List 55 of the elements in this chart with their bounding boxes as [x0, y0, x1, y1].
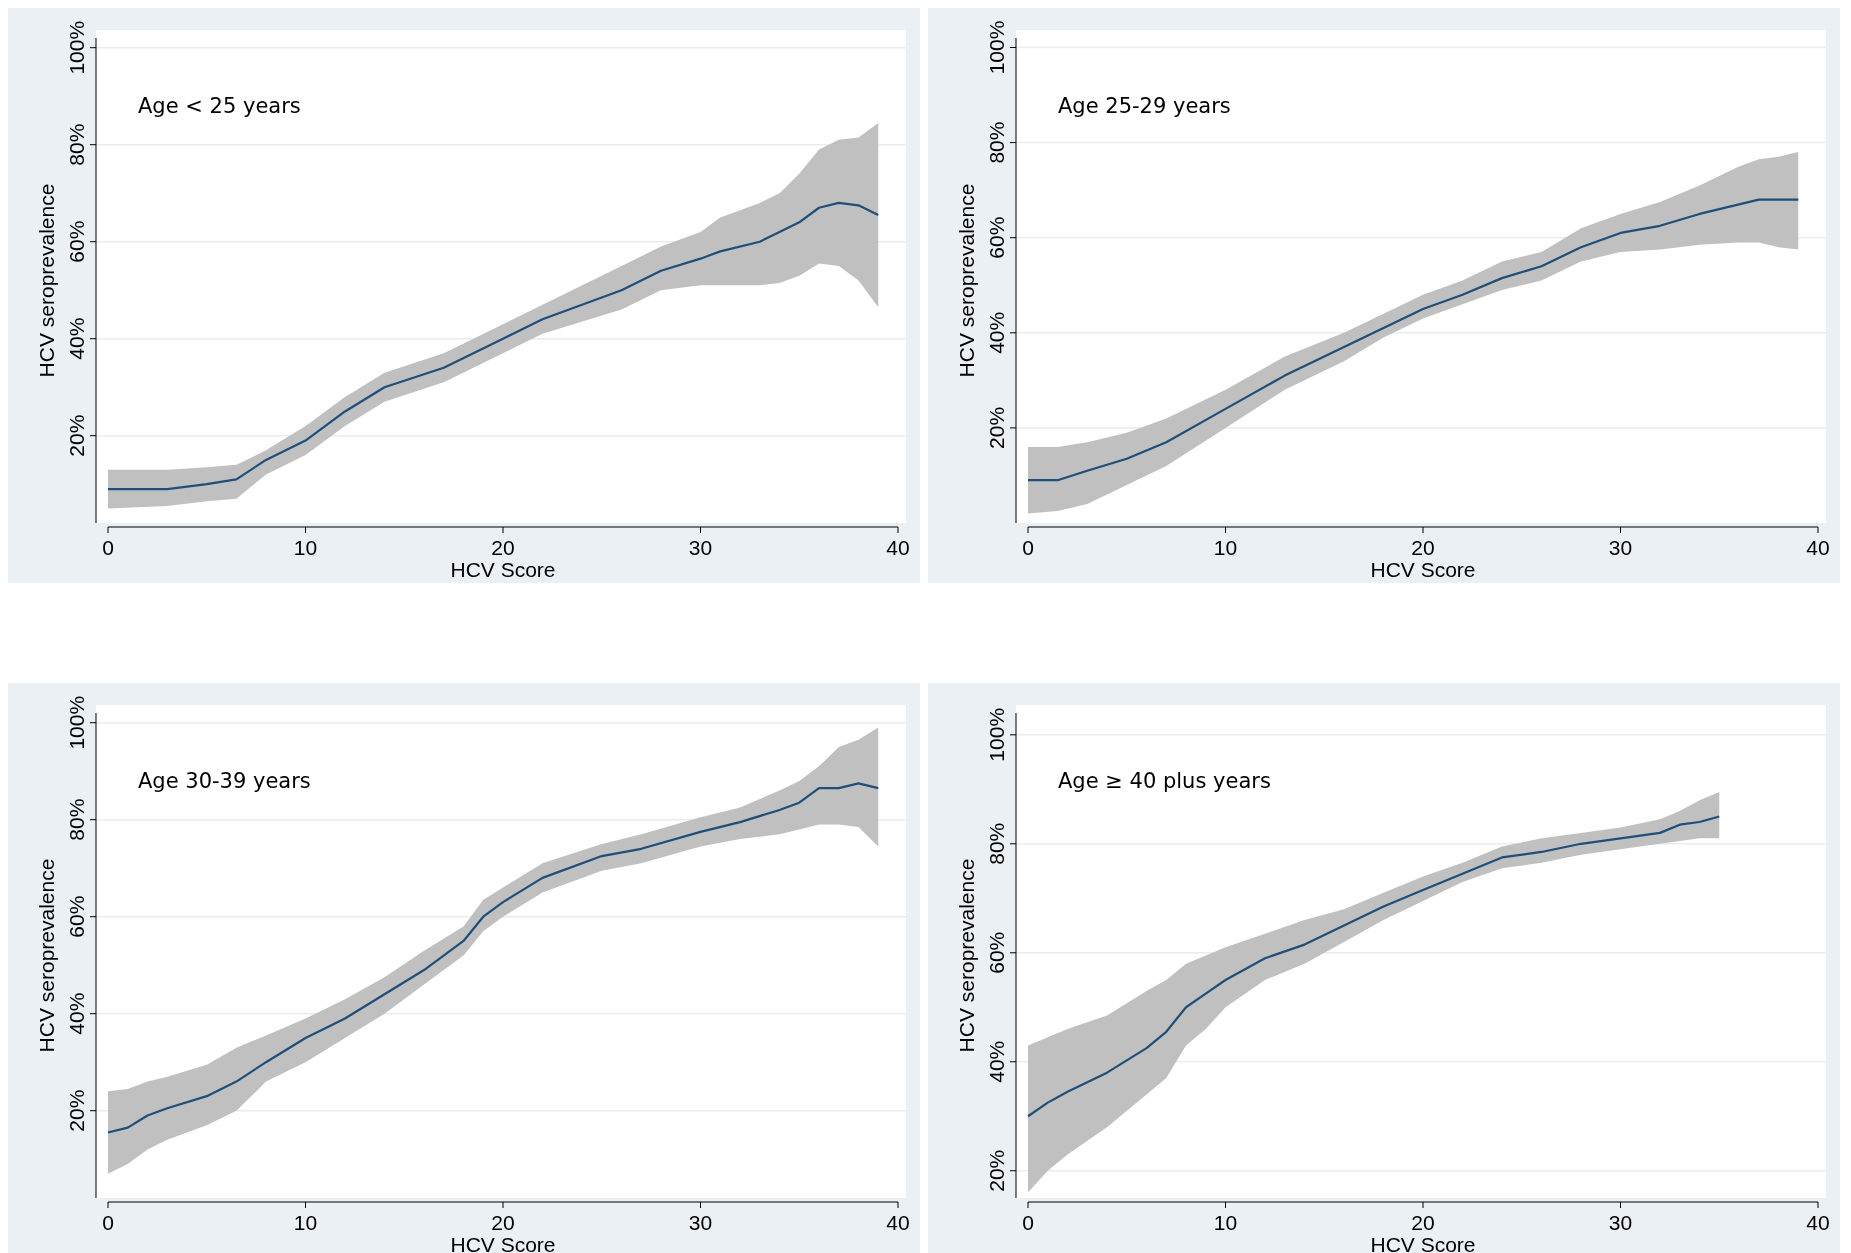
line-series — [1026, 815, 1721, 1118]
y-axis-title: HCV seroprevalence — [35, 183, 58, 378]
line-series — [106, 201, 880, 491]
x-tick-label: 10 — [1213, 536, 1238, 559]
x-tick-label: 0 — [1022, 1211, 1034, 1234]
x-axis-title: HCV Score — [450, 1233, 556, 1253]
y-tick-label: 20% — [985, 406, 1008, 449]
x-axis-title: HCV Score — [1370, 1233, 1476, 1253]
x-tick-label: 40 — [886, 1211, 910, 1234]
x-axis-title: HCV Score — [450, 558, 556, 581]
x-tick-label: 20 — [491, 536, 515, 559]
y-axis-title: HCV seroprevalence — [955, 858, 978, 1053]
y-tick-label: 60% — [65, 220, 88, 263]
annotation: Age 25-29 years — [1058, 94, 1231, 118]
y-tick-label: 20% — [65, 1089, 88, 1132]
y-tick-label: 80% — [65, 798, 88, 841]
annotation: Age ≥ 40 plus years — [1058, 769, 1271, 793]
y-tick-label: 40% — [65, 992, 88, 1035]
x-axis-title: HCV Score — [1370, 558, 1476, 581]
line-series — [1026, 198, 1800, 482]
x-tick-label: 30 — [688, 536, 713, 559]
y-tick-label: 60% — [65, 895, 88, 938]
x-tick-label: 0 — [102, 536, 114, 559]
x-tick-label: 0 — [102, 1211, 114, 1234]
x-tick-label: 20 — [1411, 536, 1435, 559]
annotation: Age < 25 years — [138, 94, 301, 118]
y-tick-label: 100% — [65, 20, 88, 75]
y-tick-label: 80% — [985, 121, 1008, 164]
y-axis-title: HCV seroprevalence — [955, 183, 978, 378]
y-tick-label: 20% — [985, 1149, 1008, 1192]
y-tick-label: 20% — [65, 414, 88, 457]
x-tick-label: 20 — [491, 1211, 515, 1234]
x-tick-label: 10 — [293, 536, 318, 559]
y-tick-label: 100% — [65, 695, 88, 750]
x-tick-label: 30 — [688, 1211, 713, 1234]
y-tick-label: 60% — [985, 216, 1008, 259]
y-tick-label: 100% — [985, 707, 1008, 762]
y-tick-label: 40% — [985, 311, 1008, 354]
x-tick-label: 10 — [293, 1211, 318, 1234]
x-tick-label: 0 — [1022, 536, 1034, 559]
x-tick-label: 30 — [1608, 536, 1633, 559]
y-tick-label: 80% — [985, 822, 1008, 865]
x-tick-label: 40 — [886, 536, 910, 559]
y-tick-label: 80% — [65, 123, 88, 166]
x-tick-label: 40 — [1806, 1211, 1830, 1234]
y-tick-label: 60% — [985, 931, 1008, 974]
x-tick-label: 10 — [1213, 1211, 1238, 1234]
x-tick-label: 30 — [1608, 1211, 1633, 1234]
x-tick-label: 20 — [1411, 1211, 1435, 1234]
y-tick-label: 40% — [985, 1040, 1008, 1083]
annotation: Age 30-39 years — [138, 769, 311, 793]
y-tick-label: 100% — [985, 20, 1008, 75]
x-tick-label: 40 — [1806, 536, 1830, 559]
y-axis-title: HCV seroprevalence — [35, 858, 58, 1053]
y-tick-label: 40% — [65, 317, 88, 360]
